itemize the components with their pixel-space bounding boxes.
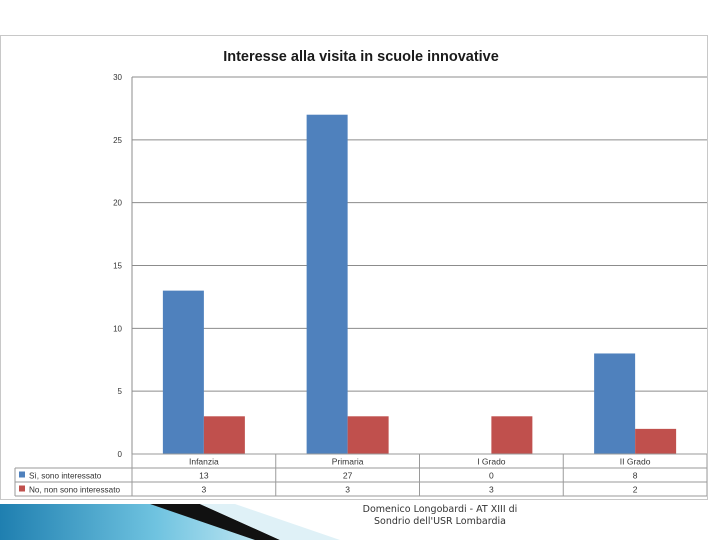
bar	[491, 416, 533, 454]
data-value: 3	[489, 485, 494, 495]
legend-swatch	[19, 471, 25, 478]
data-value: 8	[633, 471, 638, 481]
data-value: 2	[633, 485, 638, 495]
legend-label: Sì, sono interessato	[29, 472, 102, 481]
y-tick-label: 5	[118, 387, 123, 396]
category-label: II Grado	[620, 457, 651, 467]
footer-line-1: Domenico Longobardi - AT XIII di	[362, 504, 518, 515]
bar	[162, 290, 204, 454]
y-tick-label: 10	[113, 324, 122, 333]
bar	[347, 416, 389, 454]
data-value: 27	[343, 471, 353, 481]
bar	[635, 428, 677, 454]
bar	[203, 416, 245, 454]
bar	[594, 353, 636, 454]
bar	[306, 114, 348, 454]
bars	[162, 114, 677, 454]
y-tick-label: 0	[118, 450, 123, 459]
y-tick-label: 25	[113, 136, 122, 145]
data-value: 13	[199, 471, 209, 481]
chart-title: Interesse alla visita in scuole innovati…	[223, 49, 499, 65]
y-axis-ticks: 0 5 10 15 20 25 30	[113, 73, 122, 459]
bar-chart: Interesse alla visita in scuole innovati…	[14, 49, 707, 497]
category-label: Primaria	[332, 457, 364, 467]
data-value: 0	[489, 471, 494, 481]
category-label: I Grado	[477, 457, 506, 467]
footer-line-2: Sondrio dell'USR Lombardia	[374, 516, 506, 527]
gridlines	[131, 76, 707, 455]
y-tick-label: 20	[113, 199, 122, 208]
data-table: Infanzia Primaria I Grado II Grado Sì, sono …	[14, 453, 707, 497]
footer-decoration	[0, 504, 340, 540]
chart-frame: Interesse alla visita in scuole innovati…	[0, 35, 708, 500]
footer-credit: Domenico Longobardi - AT XIII di Sondrio…	[340, 504, 540, 528]
legend-label: No, non sono interessato	[29, 486, 120, 495]
category-label: Infanzia	[189, 457, 219, 467]
data-value: 3	[345, 485, 350, 495]
legend-swatch	[19, 485, 25, 492]
data-value: 3	[202, 485, 207, 495]
y-tick-label: 30	[113, 73, 122, 82]
y-tick-label: 15	[113, 262, 122, 271]
